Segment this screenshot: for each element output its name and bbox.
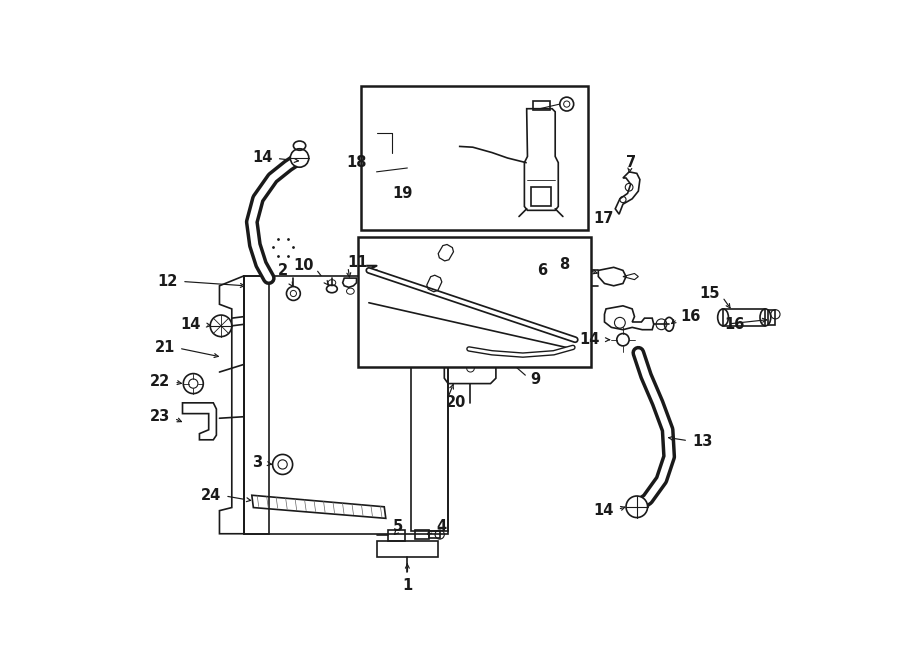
Text: 19: 19 [392, 186, 412, 201]
Text: 14: 14 [252, 150, 273, 166]
Bar [269, 279, 411, 530]
Bar [723, 309, 765, 326]
Text: 5: 5 [392, 518, 402, 534]
Text: 2: 2 [277, 263, 288, 278]
Text: 16: 16 [724, 317, 745, 332]
Bar [388, 530, 405, 541]
Bar [244, 276, 448, 534]
Text: 20: 20 [446, 395, 466, 410]
Bar [358, 237, 591, 367]
Bar [361, 85, 589, 230]
Text: 14: 14 [580, 332, 599, 347]
Text: 14: 14 [593, 503, 614, 518]
Text: 23: 23 [150, 409, 170, 424]
Text: 8: 8 [559, 257, 569, 271]
Bar [429, 532, 440, 538]
Text: 10: 10 [292, 258, 313, 273]
Text: 24: 24 [201, 488, 221, 502]
Bar [415, 530, 429, 539]
Text: 6: 6 [537, 263, 547, 278]
Text: 3: 3 [253, 455, 263, 471]
Bar [244, 276, 269, 534]
Text: 7: 7 [626, 155, 635, 170]
Text: 21: 21 [155, 340, 175, 355]
Text: 18: 18 [346, 155, 367, 170]
Text: 12: 12 [158, 273, 178, 289]
Bar [533, 101, 550, 111]
Text: 4: 4 [436, 518, 446, 534]
Circle shape [211, 315, 232, 336]
Text: 11: 11 [347, 255, 368, 270]
Circle shape [626, 496, 648, 518]
Text: 9: 9 [530, 372, 541, 387]
Text: 1: 1 [402, 579, 412, 593]
Text: 14: 14 [181, 317, 201, 332]
Text: 17: 17 [594, 211, 614, 226]
Circle shape [291, 149, 309, 167]
Bar [768, 310, 776, 325]
Text: 22: 22 [150, 374, 170, 389]
Bar [411, 281, 448, 532]
Text: 15: 15 [699, 286, 720, 301]
Text: 13: 13 [692, 434, 713, 449]
Bar [530, 187, 551, 206]
Text: 16: 16 [680, 309, 701, 324]
